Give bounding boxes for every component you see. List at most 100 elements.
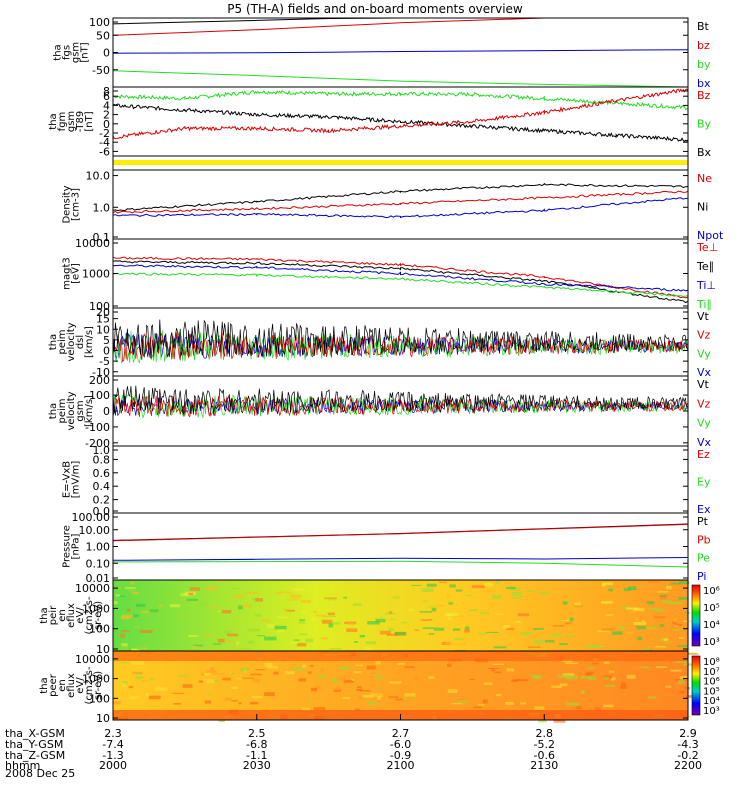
y-tick-label: 8 [103,85,110,98]
legend-label: by [697,58,711,71]
y-axis-label: sr-eV) [93,601,104,630]
y-tick-label: 0.10 [86,557,111,570]
x-tick-label: -0.2 [677,749,698,762]
trace-black [112,385,689,416]
x-tick-label: 2200 [674,759,702,772]
y-tick-label: 1.00 [86,541,111,554]
y-axis-label: (cm2-s- [84,596,95,634]
series-by [112,49,689,54]
x-row-label: tha_X-GSM [5,727,65,740]
y-axis-label: magt3 [62,257,73,290]
series-Ne [112,190,689,214]
panels: 100500-50thafgsgsm[nT]Btbzbybx86420-2-4-… [39,16,724,725]
legend-label: Pi [697,570,706,583]
y-tick-label: 10000 [75,653,110,666]
legend-label: bz [697,39,710,52]
y-axis-label: peim [57,329,68,354]
x-tick-label: -1.3 [102,749,123,762]
colorbar-label: 10⁶ [703,586,720,597]
series-Pt [112,523,689,541]
legend-label: Vt [697,310,710,323]
y-axis-label: dsl [75,335,86,349]
y-axis-label: [nPa] [71,533,82,559]
legend-label: Pe [697,552,710,565]
colorbar-label: 10⁴ [703,620,720,631]
panel-10: 10⁸10⁷10⁶10⁵10⁴10³10000100010010thapeere… [39,650,720,725]
colorbar-label: 10⁶ [703,677,720,688]
y-tick-label: 200 [89,374,110,387]
y-tick-label: 1000 [82,602,110,615]
x-tick-label: -1.1 [246,749,267,762]
y-axis-label: sr-eV) [93,671,104,700]
legend-label: Vy [697,417,711,430]
y-axis-label: peim [57,398,68,423]
series-bz [112,17,688,36]
x-tick-label: 2100 [387,759,415,772]
panel-9: 10⁶ 10⁵ 10⁴ 10³ 10000 1000 100 10 thapeireneflux… [39,579,720,656]
x-axis: tha_X-GSMtha_Y-GSMtha_Z-GSMhhmm2.3-7.4-1… [5,714,702,772]
y-tick-label: 0.01 [86,572,111,585]
colorbar-label: 10⁵ [703,603,720,614]
y-tick-label: 100 [89,300,110,313]
legend-label: bx [697,77,711,90]
y-tick-label: 10 [96,643,110,656]
y-axis-label: velocity [66,391,77,430]
y-tick-label: 0 [103,345,110,358]
legend-label: Vt [697,378,710,391]
y-axis-label: tha [48,334,59,350]
x-tick-label: -0.9 [390,749,411,762]
legend-label: Vz [697,397,711,410]
colorbar-label: 10³ [703,637,720,648]
x-tick-label: 2030 [243,759,271,772]
y-tick-label: 100 [89,623,110,636]
legend-label: Ne [697,172,712,185]
legend-label: Npot [697,229,724,242]
y-tick-label: 15 [96,313,110,326]
y-axis-label: [eV] [71,263,82,284]
y-tick-label: -10 [92,366,110,379]
y-tick-label: 0.6 [93,467,111,480]
y-axis-label: eflux [66,673,77,698]
y-tick-label: 10 [96,712,110,725]
colorbar-label: 10⁴ [703,696,720,707]
y-tick-label: 4 [103,99,110,112]
x-tick-label: 2000 [99,759,127,772]
y-axis-label: tha [39,677,50,693]
series-bx [112,70,689,88]
x-tick-label: -4.3 [677,738,698,751]
y-tick-label: 0.0 [93,505,111,518]
x-tick-label: -6.0 [390,738,411,751]
y-axis-label: tha [48,113,59,129]
x-tick-label: 2.9 [679,727,697,740]
legend-label: Pt [697,515,709,528]
y-tick-label: -5 [99,355,110,368]
panel-frame [112,512,689,581]
y-axis-label: tha [53,44,64,60]
y-axis-label: eV/ [75,677,86,694]
legend-label: By [697,118,712,131]
y-axis-label: [cm-3] [71,188,82,221]
y-tick-label: -50 [92,64,110,77]
x-row-label: hhmm [5,759,40,772]
colorbar-label: 10⁸ [703,657,720,668]
y-tick-label: 0 [103,118,110,131]
y-tick-label: 1.0 [93,201,111,214]
y-axis-label: gsm [66,111,77,132]
legend-label: Bz [697,89,711,102]
y-tick-label: 10000 [75,237,110,250]
y-tick-label: 10.00 [79,524,111,537]
y-axis-label: peer [48,673,59,697]
x-tick-label: -5.2 [534,738,555,751]
y-axis-label: [nT] [80,42,91,62]
y-axis-label: peir [48,605,59,625]
series-Bx [112,103,689,143]
y-tick-label: 2 [103,109,110,122]
y-axis-label: fgm [57,112,68,132]
y-tick-label: -200 [85,437,110,450]
y-tick-label: 0.2 [93,494,111,507]
y-axis-label: tha [39,607,50,623]
legend-label: Pb [697,533,711,546]
